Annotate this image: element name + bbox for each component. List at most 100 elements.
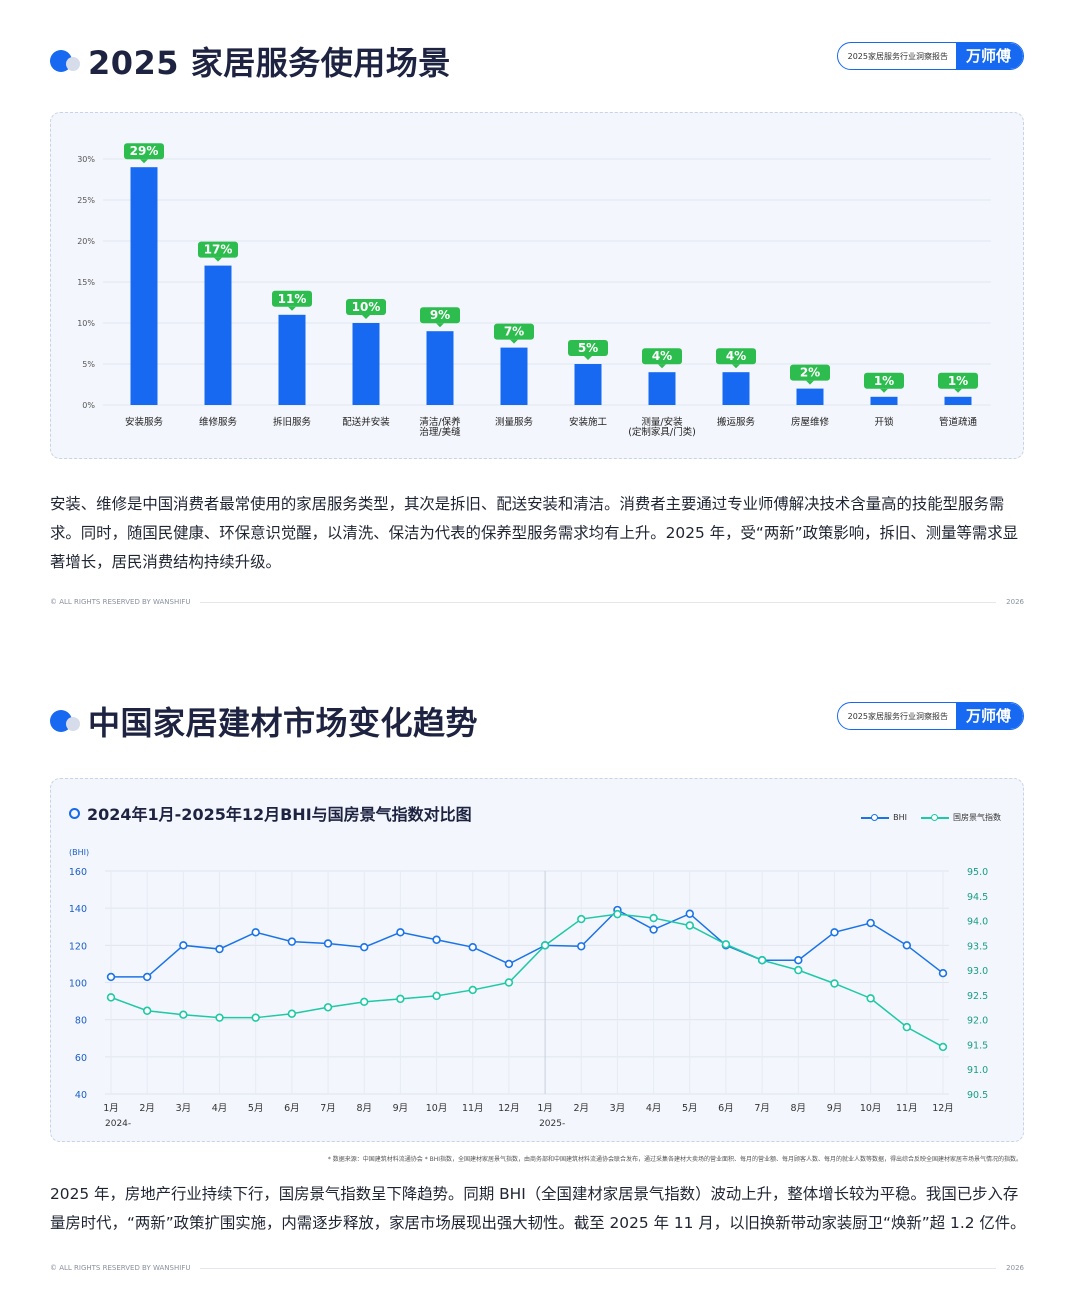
data-label-pointer xyxy=(214,257,222,262)
chart-title-row: 2024年1月-2025年12月BHI与国房景气指数对比图 xyxy=(69,801,472,825)
x-tick-label: 8月 xyxy=(356,1103,372,1114)
bar xyxy=(204,265,232,405)
x-tick-label: 7月 xyxy=(320,1103,336,1114)
bar xyxy=(130,167,158,405)
x-category-label: 房屋维修 xyxy=(791,416,830,428)
series-point-bhi xyxy=(142,972,152,982)
x-category-label: 安装服务 xyxy=(125,416,164,428)
series-point-index xyxy=(396,994,405,1004)
data-label-pointer xyxy=(436,323,444,328)
data-label: 10% xyxy=(352,300,381,314)
ring-icon xyxy=(69,807,80,819)
x-category-label: 拆旧服务 xyxy=(273,416,312,428)
series-point-index xyxy=(794,965,803,975)
data-label-bg xyxy=(346,299,386,315)
data-label: 4% xyxy=(652,349,672,363)
series-point-index xyxy=(323,1003,333,1012)
line-chart-card: 2024年1月-2025年12月BHI与国房景气指数对比图 BHI 国房景气指数… xyxy=(50,778,1024,1142)
x-tick-label: 11月 xyxy=(896,1103,918,1114)
series-point-bhi xyxy=(468,942,477,952)
series-point-index xyxy=(938,1042,948,1052)
y-right-tick-label: 93.0 xyxy=(967,966,988,977)
x-category-label: 安装施工 xyxy=(569,416,608,428)
y-right-tick-label: 91.5 xyxy=(967,1040,988,1051)
y-tick-label: 10% xyxy=(77,319,95,328)
x-tick-label: 9月 xyxy=(393,1103,409,1114)
data-label-bg xyxy=(864,372,904,389)
legend-label-index: 国房景气指数 xyxy=(953,813,1001,822)
chart-title: 2024年1月-2025年12月BHI与国房景气指数对比图 xyxy=(87,805,472,824)
brand-logo: 万师傅 xyxy=(955,703,1023,729)
data-label-bg xyxy=(568,340,608,356)
series-point-bhi xyxy=(830,928,839,937)
x-category-label: 测量/安装 xyxy=(641,416,683,428)
data-label-bg xyxy=(198,241,238,258)
series-point-bhi xyxy=(251,928,260,937)
x-tick-label: 12月 xyxy=(932,1103,954,1114)
copyright: © ALL RIGHTS RESERVED BY WANSHIFU xyxy=(50,1264,191,1272)
series-point-index xyxy=(251,1013,260,1022)
x-tick-label: 10月 xyxy=(860,1103,882,1114)
series-point-bhi xyxy=(866,918,875,928)
x-year-label: 2024- xyxy=(105,1119,131,1129)
series-point-index xyxy=(468,985,477,995)
data-label-bg xyxy=(938,372,978,389)
y-right-tick-label: 93.5 xyxy=(967,941,988,952)
data-label-pointer xyxy=(140,159,148,164)
series-point-index xyxy=(540,941,550,950)
y-left-axis-label: (BHI) xyxy=(69,848,89,857)
y-right-tick-label: 94.5 xyxy=(967,892,988,903)
x-tick-label: 5月 xyxy=(682,1103,698,1114)
title-dots-icon xyxy=(50,49,82,73)
series-point-index xyxy=(215,1013,224,1022)
series-point-bhi xyxy=(215,944,224,954)
data-label-pointer xyxy=(362,315,370,319)
footer: © ALL RIGHTS RESERVED BY WANSHIFU 2026 xyxy=(50,1264,1024,1272)
bar xyxy=(426,331,454,405)
series-point-bhi xyxy=(577,942,586,951)
data-label: 1% xyxy=(874,374,894,388)
bar xyxy=(870,396,898,405)
data-label-bg xyxy=(420,307,460,324)
y-left-tick-label: 140 xyxy=(69,904,87,915)
x-tick-label: 11月 xyxy=(462,1103,484,1114)
footer: © ALL RIGHTS RESERVED BY WANSHIFU 2026 xyxy=(50,598,1024,606)
series-point-index xyxy=(649,913,658,923)
data-label-bg xyxy=(494,323,534,340)
series-point-index xyxy=(721,940,731,949)
bar xyxy=(352,323,380,405)
x-tick-label: 4月 xyxy=(212,1103,228,1114)
title-dots-icon xyxy=(50,709,82,733)
series-point-bhi xyxy=(179,941,188,950)
report-badge: 2025家居服务行业洞察报告 万师傅 xyxy=(836,702,1024,730)
y-left-tick-label: 80 xyxy=(75,1016,87,1027)
series-point-index xyxy=(830,979,839,988)
y-left-tick-label: 100 xyxy=(69,979,87,990)
x-category-label: 维修服务 xyxy=(199,416,238,428)
report-badge: 2025家居服务行业洞察报告 万师傅 xyxy=(836,42,1024,70)
bar-chart: 0% 5% 10% 15% 20% 25% 30% 29% 安装服务 17% 维修服务 11% 拆旧服务… xyxy=(77,143,991,438)
series-line-index xyxy=(110,913,944,1048)
series-line-bhi xyxy=(111,909,944,978)
data-label-bg xyxy=(272,290,312,307)
y-tick-label: 15% xyxy=(77,278,95,287)
data-label-pointer xyxy=(658,364,666,369)
x-tick-label: 1月 xyxy=(103,1103,119,1114)
page-title: 中国家居建材市场变化趋势 xyxy=(88,704,479,742)
data-label-pointer xyxy=(584,356,592,360)
x-year-label: 2025- xyxy=(539,1119,565,1129)
x-tick-label: 2月 xyxy=(139,1103,155,1114)
data-label-pointer xyxy=(880,388,888,393)
data-label-bg xyxy=(124,143,164,160)
series-point-index xyxy=(613,909,622,919)
series-point-index xyxy=(287,1009,297,1018)
series-point-bhi xyxy=(287,937,297,946)
x-tick-label: 2月 xyxy=(573,1103,589,1114)
section-market-trend: 中国家居建材市场变化趋势 2025家居服务行业洞察报告 万师傅 2024年1月-… xyxy=(0,660,1074,1310)
series-point-index xyxy=(577,914,586,924)
series-point-index xyxy=(142,1006,152,1015)
bar-chart-card: 0% 5% 10% 15% 20% 25% 30% 29% 安装服务 17% 维修服务 11% 拆旧服务… xyxy=(50,112,1024,459)
section-service-scenarios: 2025 家居服务使用场景 2025家居服务行业洞察报告 万师傅 0% 5% 10%… xyxy=(0,0,1074,640)
series-point-bhi xyxy=(938,969,948,978)
x-category-label: 治理/美缝 xyxy=(419,426,461,438)
